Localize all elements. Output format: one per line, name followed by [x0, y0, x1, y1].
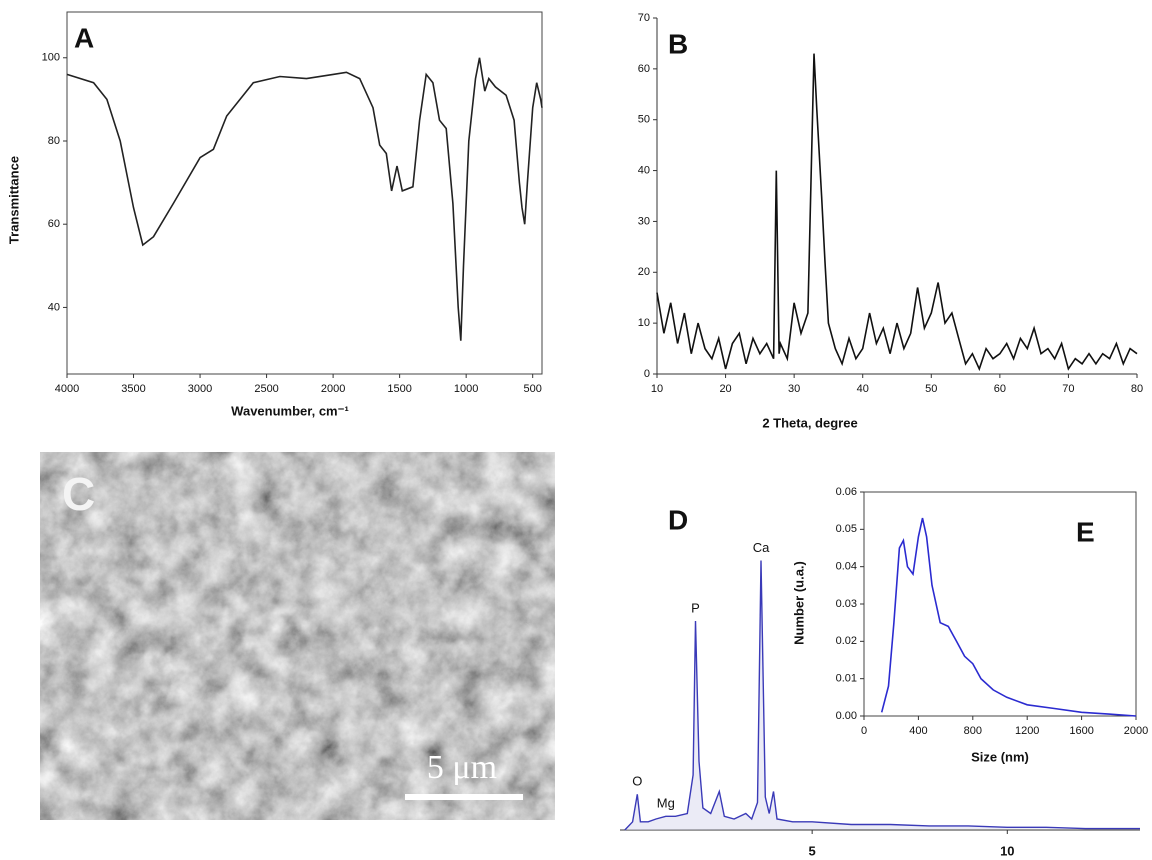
x-tick-label: 70 [1062, 383, 1074, 395]
x-tick-label: 3500 [121, 383, 145, 395]
x-tick-label: 1000 [454, 383, 478, 395]
y-tick-label: 60 [638, 63, 650, 75]
panel-label: D [668, 504, 688, 535]
x-axis-label: Wavenumber, cm⁻¹ [231, 403, 349, 418]
x-tick-label: 800 [964, 725, 982, 737]
peak-label: Mg [657, 796, 675, 811]
y-tick-label: 0.04 [836, 561, 857, 573]
y-tick-label: 100 [42, 52, 60, 64]
image-texture [40, 452, 555, 820]
x-tick-label: 4000 [55, 383, 79, 395]
panel-label: B [668, 28, 688, 59]
plot-frame [66, 11, 543, 375]
x-tick-label: 3000 [188, 383, 212, 395]
x-tick-label: 60 [994, 383, 1006, 395]
y-tick-label: 0.05 [836, 523, 857, 535]
y-tick-label: 40 [638, 164, 650, 176]
x-tick-label: 40 [857, 383, 869, 395]
panel-label: A [74, 22, 94, 53]
x-tick-label: 10 [1000, 843, 1014, 858]
data-line [880, 517, 1137, 717]
peak-label: P [691, 600, 700, 615]
y-tick-label: 0 [644, 368, 650, 380]
y-tick-label: 0.06 [836, 486, 857, 498]
y-tick-label: 0.00 [836, 710, 857, 722]
x-tick-label: 2500 [254, 383, 278, 395]
y-axis-label: Number (u.a.) [791, 561, 806, 645]
x-tick-label: 1600 [1069, 725, 1093, 737]
y-tick-label: 40 [48, 301, 60, 313]
data-line [656, 53, 1138, 372]
y-tick-label: 20 [638, 266, 650, 278]
y-tick-label: 50 [638, 114, 650, 126]
y-tick-label: 0.02 [836, 635, 857, 647]
y-tick-label: 60 [48, 218, 60, 230]
y-axis-label: Transmittance [6, 156, 21, 244]
y-tick-label: 70 [638, 12, 650, 24]
panel-label: C [62, 468, 95, 520]
y-tick-label: 10 [638, 317, 650, 329]
y-tick-label: 80 [48, 135, 60, 147]
y-tick-label: 30 [638, 215, 650, 227]
x-tick-label: 10 [651, 383, 663, 395]
x-tick-label: 1500 [387, 383, 411, 395]
x-tick-label: 80 [1131, 383, 1143, 395]
plot-frame [863, 491, 1137, 717]
x-tick-label: 400 [909, 725, 927, 737]
y-tick-label: 0.01 [836, 673, 857, 685]
data-line [66, 57, 543, 341]
x-tick-label: 5 [809, 843, 816, 858]
x-tick-label: 1200 [1015, 725, 1039, 737]
scale-bar [405, 794, 523, 800]
x-axis-label: Size (nm) [971, 749, 1029, 764]
x-tick-label: 20 [719, 383, 731, 395]
x-tick-label: 2000 [1124, 725, 1148, 737]
peak-label: O [632, 774, 642, 789]
scale-bar-label: 5 μm [427, 749, 497, 786]
x-tick-label: 30 [788, 383, 800, 395]
y-tick-label: 0.03 [836, 598, 857, 610]
panel-label: E [1076, 516, 1095, 547]
x-tick-label: 2000 [321, 383, 345, 395]
spectrum-line [624, 560, 1140, 831]
x-axis-label: 2 Theta, degree [762, 415, 857, 430]
x-tick-label: 0 [861, 725, 867, 737]
peak-label: Ca [753, 540, 770, 555]
x-tick-label: 50 [925, 383, 937, 395]
x-tick-label: 500 [524, 383, 542, 395]
sem-image: C 5 μm [40, 452, 555, 820]
